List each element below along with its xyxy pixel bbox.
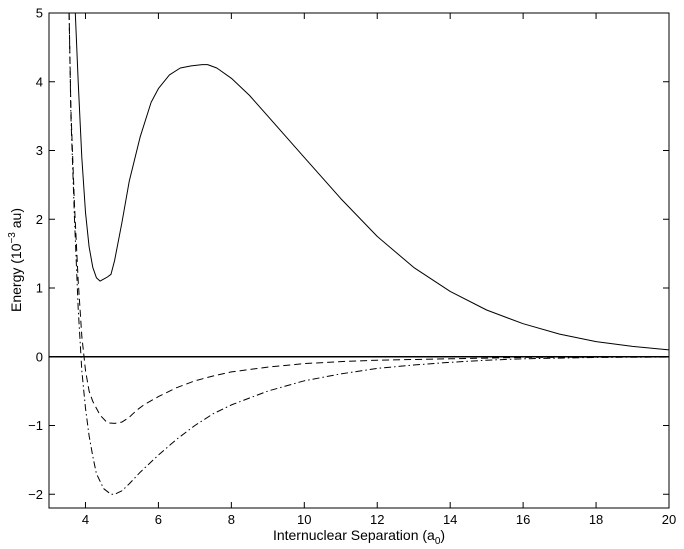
x-tick-label: 8 (228, 512, 235, 527)
plot-area (48, 12, 670, 509)
y-axis-label: Energy (10−3 au) (7, 208, 24, 312)
x-axis-label: Internuclear Separation (a0) (273, 527, 445, 547)
series-line-solid (74, 13, 669, 351)
y-tick-label: 3 (36, 143, 43, 158)
x-tick-label: 18 (589, 512, 603, 527)
series-line-dashed (68, 13, 669, 424)
x-axis-label-subscript: 0 (435, 536, 441, 547)
y-tick-label: 2 (36, 212, 43, 227)
y-axis-label-suffix: au) (8, 208, 24, 232)
y-tick-label: 5 (36, 6, 43, 21)
series-layer (68, 13, 669, 495)
x-tick-label: 4 (82, 512, 89, 527)
x-tick-label: 10 (297, 512, 311, 527)
x-axis-label-text: Internuclear Separation (a (273, 527, 435, 543)
y-tick-label: 0 (36, 349, 43, 364)
x-tick-label: 12 (370, 512, 384, 527)
y-tick-label: 4 (36, 74, 43, 89)
x-axis-label-suffix: ) (440, 527, 445, 543)
y-axis-label-superscript: −3 (7, 232, 18, 244)
y-tick-label: 1 (36, 281, 43, 296)
y-tick-label: −1 (28, 418, 43, 433)
x-tick-label: 14 (443, 512, 457, 527)
series-line-dashdot (68, 13, 669, 495)
x-tick-label: 6 (155, 512, 162, 527)
x-tick-label: 16 (516, 512, 530, 527)
x-tick-label: 20 (662, 512, 676, 527)
y-tick-label: −2 (28, 487, 43, 502)
y-axis-label-prefix: Energy (10 (8, 243, 24, 312)
tick-layer (49, 12, 670, 508)
